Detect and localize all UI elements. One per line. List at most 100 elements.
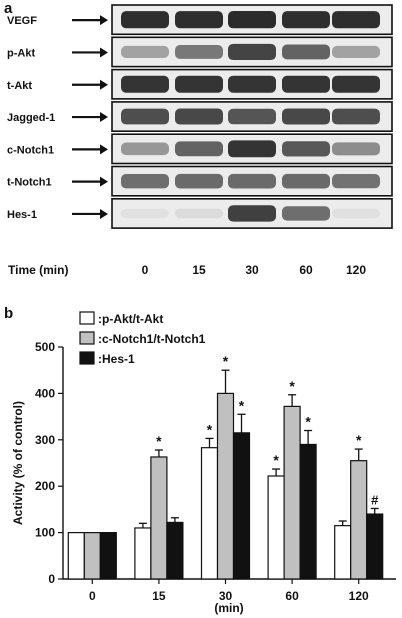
blot-band: [332, 75, 380, 93]
legend-item-c-notch1-t-notch1: :c-Notch1/t-Notch1: [79, 331, 206, 346]
bar-hes-1-30: [232, 432, 251, 580]
blot-band: [332, 208, 380, 219]
blot-band: [121, 208, 169, 219]
bar-c-notch1-t-notch1-30: [216, 392, 235, 580]
blot-band: [121, 173, 169, 189]
time-point-label: 60: [299, 263, 313, 277]
blot-band: [121, 75, 169, 93]
arrow-icon: [100, 176, 108, 187]
blot-band: [332, 11, 380, 29]
y-tick-label: 100: [35, 526, 55, 540]
x-tick-label: 60: [285, 589, 299, 603]
blot-label-vegf: VEGF: [7, 15, 37, 27]
legend-item-p-akt-t-akt: :p-Akt/t-Akt: [79, 311, 163, 326]
blot-band: [332, 108, 380, 125]
bar-c-notch1-t-notch1-60: [283, 405, 301, 580]
hash-mark: #: [371, 492, 379, 507]
blot-band: [121, 142, 169, 156]
legend-swatch: [79, 351, 95, 365]
y-axis-label: Activity (% of control): [11, 401, 25, 525]
bar-hes-1-60: [299, 443, 317, 580]
time-point-label: 120: [346, 263, 366, 277]
blot-band: [282, 44, 330, 60]
legend-label: :c-Notch1/t-Notch1: [98, 332, 206, 346]
blot-band: [175, 75, 223, 93]
blot-band: [228, 43, 276, 61]
western-blot-panel: a VEGF p-Akt t-Akt Jagged-1 c-Notch1 t-Notch1…: [4, 0, 393, 277]
arrow-icon: [100, 79, 108, 90]
blot-label-hes-1: Hes-1: [7, 209, 37, 221]
blot-label-c-notch1: c-Notch1: [7, 144, 54, 156]
y-tick-label: 200: [35, 479, 55, 493]
significance-star: *: [356, 432, 362, 448]
bar-chart-panel: b :p-Akt/t-Akt:c-Notch1/t-Notch1:Hes-1 0…: [4, 305, 396, 615]
blot-band: [228, 108, 276, 125]
x-tick-label: 15: [152, 589, 166, 603]
panel-a-letter: a: [4, 0, 13, 17]
y-tick-label: 300: [35, 433, 55, 447]
chart-legend: :p-Akt/t-Akt :c-Notch1/t-Notch1 :Hes-1: [79, 311, 206, 366]
x-tick-label: 120: [349, 589, 369, 603]
significance-star: *: [207, 421, 213, 437]
bar-hes-1-0: [99, 531, 117, 580]
y-tick-label: 0: [48, 572, 55, 586]
y-tick-label: 500: [35, 340, 55, 354]
legend-item-hes-1: :Hes-1: [79, 351, 135, 366]
arrow-icon: [100, 112, 108, 123]
bar-c-notch1-t-notch1-0: [83, 531, 101, 580]
x-tick-label: 0: [89, 589, 96, 603]
bar-c-notch1-t-notch1-120: [350, 460, 368, 580]
blot-band: [282, 206, 330, 221]
blot-label-p-akt: p-Akt: [7, 47, 35, 59]
bar-p-akt-t-akt-0: [67, 531, 85, 580]
bar-p-akt-t-akt-30: [200, 447, 219, 580]
blot-band: [121, 108, 169, 125]
blot-band: [282, 11, 330, 29]
x-axis-label: (min): [214, 601, 243, 615]
blot-label-jagged-1: Jagged-1: [7, 112, 55, 124]
blot-row-vegf: VEGF: [7, 4, 393, 36]
time-points: 0 15 30 60 120: [142, 263, 367, 277]
legend-label: :p-Akt/t-Akt: [98, 312, 163, 326]
arrow-icon: [100, 208, 108, 219]
time-point-label: 30: [245, 263, 259, 277]
arrow-icon: [100, 47, 108, 58]
blot-band: [228, 205, 276, 222]
blot-band: [282, 75, 330, 93]
blot-rows: VEGF p-Akt t-Akt Jagged-1 c-Notch1 t-Notch1 He…: [7, 4, 393, 229]
significance-star: *: [156, 433, 162, 449]
legend-swatch: [79, 331, 95, 345]
blot-band: [282, 141, 330, 157]
blot-label-t-notch1: t-Notch1: [7, 177, 52, 189]
time-point-label: 0: [142, 263, 149, 277]
chart-bars: * * * * * * * * #: [67, 353, 384, 580]
legend-label: :Hes-1: [98, 352, 135, 366]
blot-row-c-notch1: c-Notch1: [7, 133, 393, 165]
blot-band: [332, 45, 380, 59]
bar-p-akt-t-akt-15: [134, 527, 152, 580]
time-label: Time (min): [8, 263, 68, 277]
blot-row-jagged-1: Jagged-1: [7, 101, 393, 133]
bar-c-notch1-t-notch1-15: [150, 456, 168, 580]
arrow-icon: [100, 15, 108, 26]
blot-band: [121, 45, 169, 59]
blot-band: [175, 141, 223, 157]
blot-band: [228, 140, 276, 158]
x-tick-label: 30: [219, 589, 233, 603]
blot-band: [175, 173, 223, 189]
significance-star: *: [305, 414, 311, 430]
blot-band: [175, 208, 223, 219]
legend-swatch: [79, 311, 95, 325]
bar-hes-1-120: [366, 513, 384, 580]
blot-band: [228, 75, 276, 93]
blot-band: [282, 108, 330, 125]
significance-star: *: [273, 452, 279, 468]
blot-band: [228, 11, 276, 29]
y-tick-label: 400: [35, 386, 55, 400]
significance-star: *: [239, 397, 245, 413]
blot-band: [332, 142, 380, 156]
arrow-icon: [100, 144, 108, 155]
significance-star: *: [289, 378, 295, 394]
blot-label-t-akt: t-Akt: [7, 80, 32, 92]
